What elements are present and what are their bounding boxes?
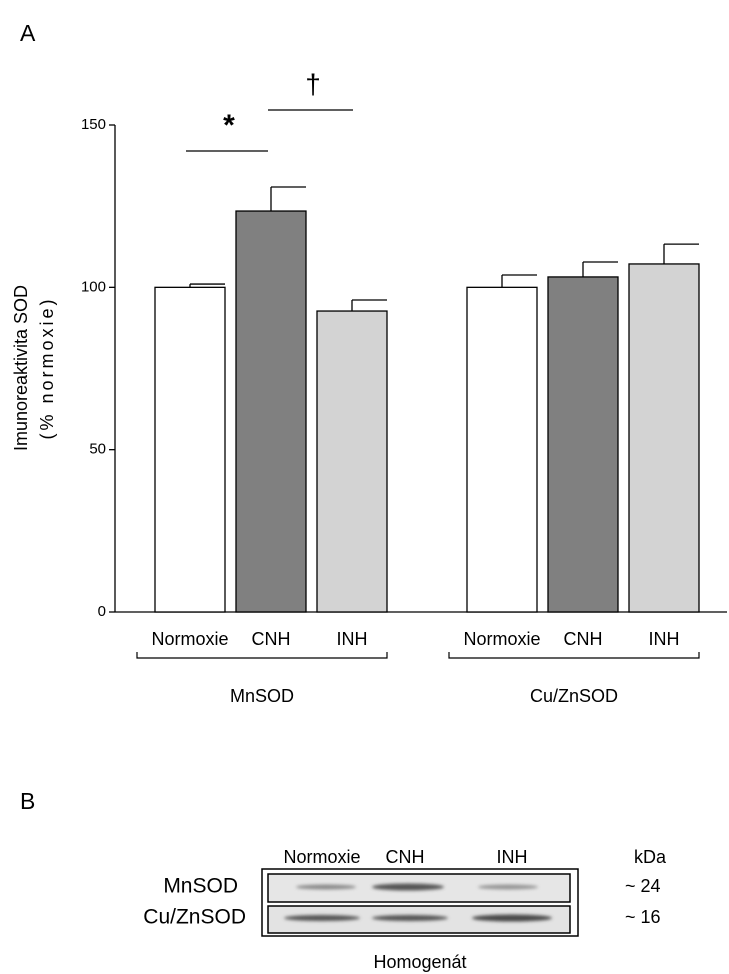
blot-unit: kDa	[634, 847, 667, 867]
group-label: Cu/ZnSOD	[530, 686, 618, 706]
x-tick-label: INH	[649, 629, 680, 649]
error-bar	[664, 244, 699, 264]
y-tick-label: 150	[81, 116, 106, 133]
x-tick-label: Normoxie	[463, 629, 540, 649]
blot-column: Normoxie	[283, 847, 360, 867]
error-bar	[583, 262, 618, 277]
error-bar	[502, 275, 537, 287]
page: {"panels": ["A", "B"], "chart_data": {"t…	[0, 0, 729, 974]
x-tick-label: INH	[337, 629, 368, 649]
bar	[317, 311, 387, 612]
y-axis-label: Imunoreaktivita SOD	[11, 285, 31, 451]
bar	[548, 277, 618, 612]
group-label: MnSOD	[230, 686, 294, 706]
blot-row-label: Cu/ZnSOD	[143, 906, 246, 929]
x-tick-label: CNH	[564, 629, 603, 649]
x-tick-label: Normoxie	[151, 629, 228, 649]
blot-column: INH	[497, 847, 528, 867]
y-tick-label: 50	[89, 441, 106, 458]
y-tick-label: 100	[81, 278, 106, 295]
band	[372, 915, 448, 921]
y-tick-label: 0	[98, 603, 106, 620]
band	[296, 885, 356, 890]
band	[472, 915, 552, 922]
group-bracket	[449, 652, 699, 658]
figure: A B Imunoreaktivita SOD (% normoxie) Nor…	[0, 0, 729, 974]
bar	[155, 287, 225, 612]
error-bar	[271, 187, 306, 211]
error-bar	[352, 300, 387, 311]
bar	[236, 211, 306, 612]
blot-caption: Homogenát	[373, 952, 466, 972]
bar	[467, 287, 537, 612]
panel-label: B	[20, 788, 35, 814]
annotation: †	[305, 68, 321, 99]
band	[372, 884, 444, 891]
annotation: *	[223, 109, 235, 142]
blot-row-label: MnSOD	[163, 875, 238, 898]
blot-size: ~ 24	[625, 876, 661, 896]
band	[284, 915, 360, 921]
panel-label: A	[20, 20, 36, 46]
y-axis-label: (% normoxie)	[37, 296, 57, 439]
group-bracket	[137, 652, 387, 658]
band	[478, 885, 538, 890]
blot-size: ~ 16	[625, 907, 661, 927]
blot-column: CNH	[386, 847, 425, 867]
bar	[629, 264, 699, 612]
x-tick-label: CNH	[252, 629, 291, 649]
